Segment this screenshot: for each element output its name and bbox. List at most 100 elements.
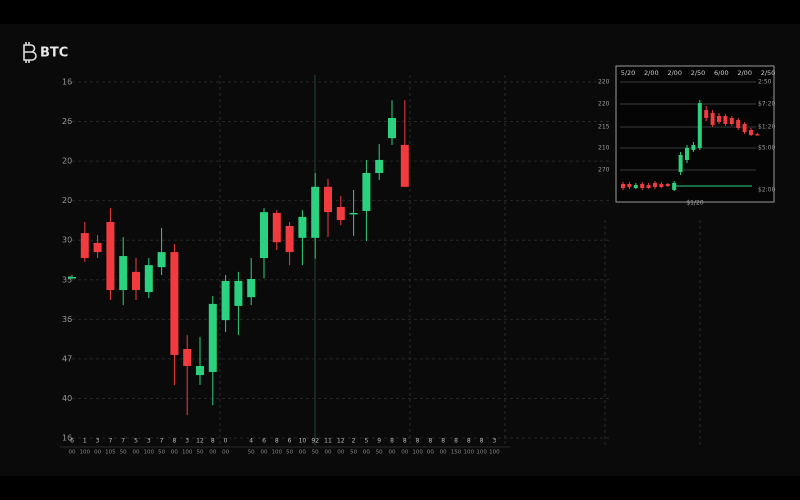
- candle-body: [362, 172, 371, 211]
- candle-body: [106, 222, 115, 291]
- candle-body: [183, 349, 192, 367]
- candle-body: [736, 120, 741, 128]
- candle-body: [68, 277, 76, 279]
- candle-body: [621, 184, 625, 188]
- x-tick-label: 7: [160, 438, 164, 445]
- candle-body: [80, 233, 89, 259]
- y2-tick-label: $1:20: [758, 124, 775, 131]
- x-sub-label: 100: [412, 450, 423, 456]
- x-tick-label: 6: [262, 438, 266, 445]
- x-sub-label: 100: [80, 450, 91, 456]
- x-tick-label: 0: [224, 438, 228, 445]
- x-sub-label: 105: [105, 450, 116, 456]
- candle-body: [349, 212, 358, 215]
- x-sub-label: 100: [144, 450, 155, 456]
- candle-body: [132, 271, 140, 291]
- x-sub-label: 50: [312, 450, 319, 456]
- x-sub-label: 50: [158, 450, 165, 456]
- candle-body: [710, 112, 715, 126]
- top-label: 2/50: [761, 69, 776, 77]
- x-tick-label: 8: [416, 438, 420, 445]
- btc-icon: [23, 42, 37, 63]
- x-tick-label: 12: [337, 438, 345, 445]
- mini-chart-frame: [615, 65, 775, 203]
- x-tick-label: 7: [121, 438, 125, 445]
- candle-body: [196, 366, 204, 376]
- candle-body: [653, 182, 657, 188]
- x-tick-label: 8: [467, 438, 471, 445]
- candle-body: [119, 256, 128, 291]
- x-sub-label: 50: [376, 450, 383, 456]
- candle-body: [375, 159, 384, 173]
- candle-body: [324, 186, 332, 213]
- y-tick-label: 270: [598, 166, 610, 173]
- x-sub-label: 50: [248, 450, 255, 456]
- y-tick-label: 215: [598, 124, 610, 131]
- x-sub-label: 00: [337, 450, 344, 456]
- x-tick-label: 6: [70, 438, 74, 445]
- x-sub-label: 00: [69, 450, 76, 456]
- candle-body: [691, 145, 696, 150]
- candle-body: [247, 278, 256, 298]
- vertical-grid: [219, 75, 701, 445]
- y2-tick-label: $7:20: [758, 100, 775, 107]
- x-sub-label: 00: [171, 450, 178, 456]
- x-tick-label: 6: [288, 438, 292, 445]
- y-tick-label: 220: [598, 100, 610, 107]
- x-sub-label: 100: [464, 450, 475, 456]
- candle-body: [272, 212, 281, 243]
- x-tick-label: 8: [211, 438, 215, 445]
- x-tick-label: 3: [147, 438, 151, 445]
- x-axis-label: $1/20: [686, 200, 703, 207]
- candle-body: [659, 184, 664, 188]
- candle-body: [742, 123, 747, 133]
- x-tick-label: 5: [134, 438, 138, 445]
- y2-tick-label: $5:00: [758, 144, 775, 151]
- candle-body: [697, 103, 702, 148]
- x-sub-label: 00: [209, 450, 216, 456]
- x-sub-label: 50: [197, 450, 204, 456]
- x-sub-label: 00: [299, 450, 306, 456]
- x-tick-label: 12: [196, 438, 204, 445]
- x-tick-label: 3: [96, 438, 100, 445]
- x-tick-label: 92: [311, 438, 319, 445]
- x-sub-label: 00: [94, 450, 101, 456]
- x-tick-label: 2: [352, 438, 356, 445]
- x-sub-label: 50: [350, 450, 357, 456]
- x-tick-label: 8: [454, 438, 458, 445]
- x-sub-label: 00: [261, 450, 268, 456]
- candle-body: [336, 206, 345, 221]
- x-sub-label: 00: [222, 450, 229, 456]
- x-sub-label: 00: [401, 450, 408, 456]
- x-sub-label: 50: [286, 450, 293, 456]
- x-tick-label: 3: [185, 438, 189, 445]
- x-tick-label: 3: [492, 438, 496, 445]
- y2-tick-label: 2:50: [758, 78, 772, 85]
- candle-body: [298, 216, 307, 238]
- x-sub-label: 00: [133, 450, 140, 456]
- x-sub-label: 50: [120, 450, 127, 456]
- candle-body: [234, 280, 243, 306]
- candle-body: [723, 116, 728, 124]
- x-tick-label: 8: [403, 438, 407, 445]
- x-sub-label: 100: [182, 450, 193, 456]
- candle-body: [685, 147, 689, 161]
- x-tick-label: 10: [299, 438, 307, 445]
- top-label: 6/00: [714, 69, 729, 77]
- x-sub-label: 00: [325, 450, 332, 456]
- top-label: 2/00: [667, 69, 682, 77]
- candle-body: [157, 252, 166, 268]
- candle-body: [93, 242, 102, 253]
- candle-body: [221, 280, 230, 321]
- candle-body: [672, 182, 677, 190]
- top-label: 2/50: [691, 69, 706, 77]
- top-label: 2/00: [644, 69, 659, 77]
- candle-body: [717, 116, 721, 122]
- x-tick-label: 5: [364, 438, 368, 445]
- x-sub-label: 00: [440, 450, 447, 456]
- candle-body: [665, 184, 670, 186]
- x-sub-label: 100: [489, 450, 500, 456]
- candle-body: [311, 186, 320, 238]
- y2-tick-label: $2:00: [758, 186, 775, 193]
